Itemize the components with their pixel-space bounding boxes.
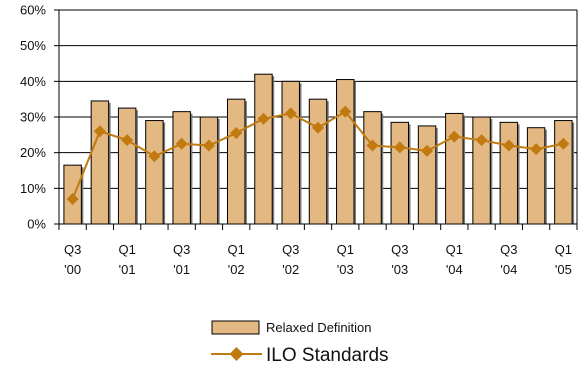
x-tick-label: Q3 bbox=[173, 242, 190, 257]
y-tick-label: 20% bbox=[20, 145, 46, 160]
x-tick-label: '05 bbox=[555, 262, 572, 277]
x-tick-label: Q1 bbox=[555, 242, 572, 257]
ilo-marker bbox=[421, 144, 434, 157]
bar bbox=[554, 120, 573, 225]
y-tick-label: 40% bbox=[20, 74, 46, 89]
ilo-marker bbox=[202, 139, 215, 152]
ilo-marker bbox=[502, 139, 515, 152]
bar bbox=[308, 98, 328, 225]
legend-swatch-relaxed bbox=[211, 320, 260, 335]
y-tick-label: 10% bbox=[20, 181, 46, 196]
x-tick-label: '00 bbox=[64, 262, 81, 277]
x-tick-label: Q3 bbox=[64, 242, 81, 257]
bar bbox=[172, 111, 191, 225]
y-tick-label: 50% bbox=[20, 38, 46, 53]
ilo-marker bbox=[312, 121, 324, 134]
bar bbox=[363, 111, 382, 225]
y-tick-label: 60% bbox=[20, 3, 46, 18]
ilo-marker bbox=[284, 107, 297, 120]
x-tick-label: Q3 bbox=[500, 242, 517, 257]
y-tick-label: 30% bbox=[20, 110, 46, 125]
x-tick-label: '02 bbox=[228, 262, 245, 277]
bar bbox=[445, 112, 464, 225]
legend: Relaxed Definition ILO Standards bbox=[211, 320, 389, 366]
x-tick-label: Q3 bbox=[282, 242, 299, 257]
line-series bbox=[66, 105, 570, 206]
bar bbox=[417, 125, 437, 225]
y-tick-label: 0% bbox=[27, 217, 46, 232]
x-tick-label: Q1 bbox=[228, 242, 245, 257]
x-tick-label: '03 bbox=[337, 262, 354, 277]
bar bbox=[90, 100, 110, 225]
ilo-marker bbox=[530, 143, 543, 156]
ilo-marker bbox=[93, 125, 106, 138]
ilo-marker bbox=[175, 137, 188, 150]
legend-label-ilo: ILO Standards bbox=[266, 345, 389, 366]
x-tick-label: '02 bbox=[282, 262, 299, 277]
bar bbox=[472, 116, 491, 225]
bar bbox=[199, 116, 219, 225]
bar bbox=[117, 107, 137, 225]
x-tick-label: '01 bbox=[119, 262, 136, 277]
ilo-marker bbox=[230, 127, 243, 140]
ilo-marker bbox=[448, 130, 461, 143]
bar bbox=[390, 121, 410, 225]
x-tick-label: Q3 bbox=[391, 242, 408, 257]
x-tick-label: '04 bbox=[446, 262, 463, 277]
x-tick-label: Q1 bbox=[118, 242, 135, 257]
x-tick-label: '01 bbox=[173, 262, 190, 277]
bar bbox=[254, 73, 273, 225]
x-tick-label: Q1 bbox=[446, 242, 463, 257]
ilo-marker bbox=[121, 134, 134, 147]
y-axis: 0% 10% 20% 30% 40% 50% 60% bbox=[20, 3, 578, 232]
legend-label-relaxed: Relaxed Definition bbox=[266, 320, 372, 335]
bar bbox=[526, 127, 546, 225]
ilo-marker bbox=[339, 105, 352, 118]
ilo-marker bbox=[366, 139, 379, 152]
bar bbox=[281, 80, 300, 225]
bar bbox=[226, 98, 246, 225]
x-tick-label: Q1 bbox=[337, 242, 354, 257]
legend-marker-ilo bbox=[229, 347, 244, 361]
ilo-marker bbox=[475, 134, 488, 147]
x-axis: Q3 '00 Q1 '01 Q3 '01 Q1 '02 Q3 '02 Q1 '03 Q3 '03 Q1 '04… bbox=[58, 223, 578, 277]
ilo-marker bbox=[393, 141, 406, 154]
bar bbox=[499, 121, 519, 225]
x-tick-label: '03 bbox=[391, 262, 408, 277]
bar bbox=[145, 120, 164, 225]
ilo-marker bbox=[148, 150, 161, 163]
x-tick-label: '04 bbox=[500, 262, 517, 277]
ilo-marker bbox=[66, 193, 79, 206]
ilo-marker bbox=[557, 137, 570, 150]
bar bbox=[336, 79, 355, 225]
ilo-marker bbox=[257, 112, 270, 125]
